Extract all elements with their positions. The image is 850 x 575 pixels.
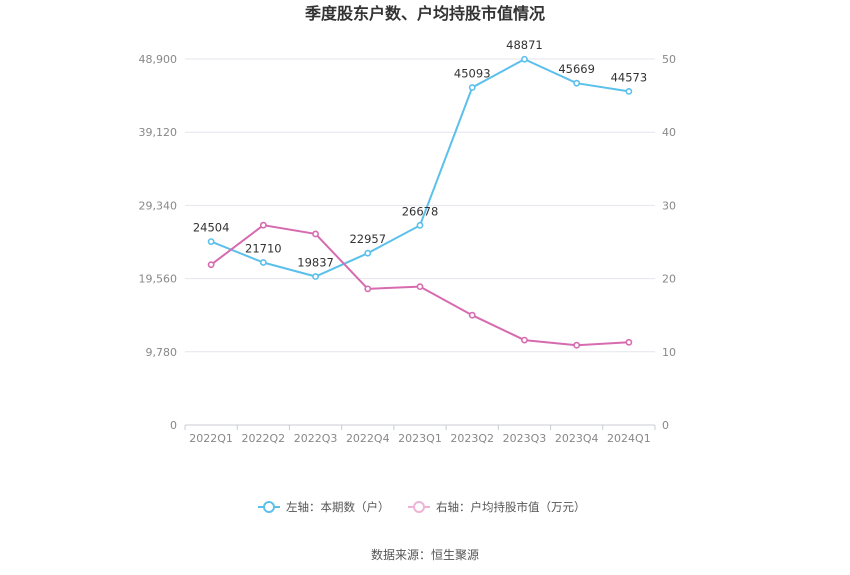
series-point-0: [625, 87, 633, 95]
data-label: 19837: [297, 256, 334, 270]
legend-marker-0: [263, 501, 275, 513]
series-point-1: [521, 336, 528, 344]
left-tick-label: 0: [170, 419, 177, 432]
x-tick-label: 2022Q3: [294, 432, 338, 445]
series-point-0: [312, 273, 319, 280]
x-tick-label: 2024Q1: [607, 432, 651, 445]
left-tick-label: 39,120: [139, 126, 178, 139]
data-label: 26678: [402, 204, 439, 218]
right-tick-label: 40: [662, 126, 676, 139]
left-tick-label: 48,900: [139, 53, 178, 66]
data-label: 22957: [349, 232, 386, 246]
series-point-0: [416, 221, 424, 229]
source-note: 数据来源：恒生聚源: [371, 547, 479, 562]
series-point-1: [207, 261, 215, 269]
series-point-0: [259, 259, 267, 266]
data-label: 45669: [558, 62, 595, 76]
right-tick-label: 10: [662, 346, 676, 359]
legend[interactable]: 左轴：本期数（户） 右轴：户均持股市值（万元）: [258, 500, 586, 514]
series-point-0: [521, 55, 528, 63]
x-tick-label: 2022Q4: [346, 432, 390, 445]
data-label: 44573: [611, 70, 648, 84]
series-point-1: [625, 338, 633, 346]
series-point-0: [573, 79, 581, 87]
data-label: 48871: [506, 38, 543, 52]
legend-marker-1: [413, 501, 425, 513]
x-tick-label: 2022Q1: [189, 432, 233, 445]
data-label: 21710: [245, 242, 282, 256]
x-tick-label: 2023Q1: [398, 432, 442, 445]
axes: 0 9,780 19,560 29,340 39,120 48,900 0 10 20 30 40 5…: [139, 53, 677, 445]
right-tick-label: 0: [662, 419, 669, 432]
data-label: 24504: [193, 221, 230, 235]
series-point-1: [416, 283, 424, 291]
series-point-1: [573, 341, 581, 349]
x-tick-label: 2023Q4: [555, 432, 599, 445]
series-layer: 24504 21710 19837 22957 26678 45093 48871 45669…: [193, 38, 648, 349]
series-point-1: [468, 311, 476, 319]
legend-label-1: 右轴：户均持股市值（万元）: [436, 500, 586, 514]
right-tick-label: 20: [662, 273, 676, 286]
right-tick-label: 50: [662, 53, 676, 66]
series-point-0: [364, 249, 372, 257]
right-tick-label: 30: [662, 199, 676, 212]
legend-label-0: 左轴：本期数（户）: [286, 500, 390, 514]
series-point-0: [468, 84, 476, 91]
x-tick-label: 2022Q2: [242, 432, 286, 445]
series-point-1: [364, 285, 372, 293]
data-label: 45093: [454, 66, 491, 80]
x-tick-label: 2023Q3: [503, 432, 547, 445]
grid: [185, 58, 655, 353]
left-tick-label: 19,560: [139, 273, 178, 286]
left-tick-label: 9,780: [146, 346, 178, 359]
series-point-1: [259, 221, 267, 229]
series-point-0: [207, 238, 215, 245]
x-tick-label: 2023Q2: [450, 432, 494, 445]
chart-title: 季度股东户数、户均持股市值情况: [304, 4, 545, 23]
series-point-1: [312, 230, 319, 238]
left-tick-label: 29,340: [139, 199, 178, 212]
